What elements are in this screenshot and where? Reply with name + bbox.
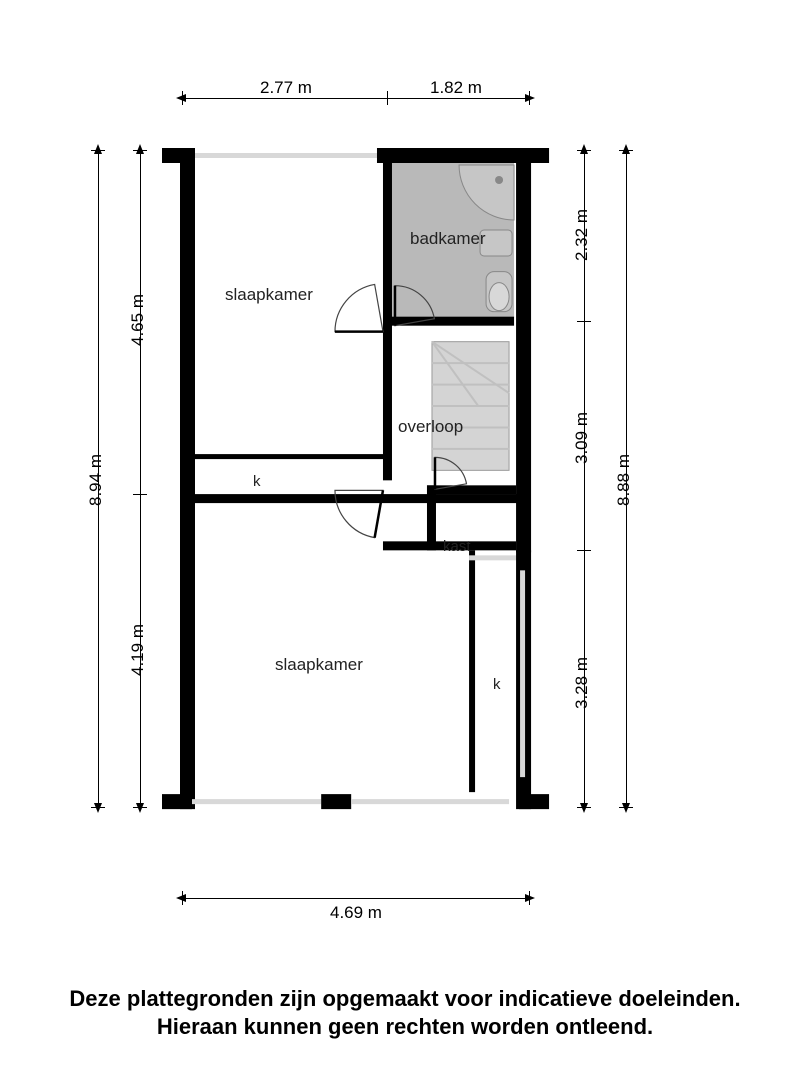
tick [619, 807, 633, 808]
room-slaapkamer-bottom: slaapkamer [275, 655, 363, 675]
tick [182, 91, 183, 105]
arrow-icon [580, 144, 588, 154]
tick [529, 91, 530, 105]
dim-right-total: 8.88 m [614, 454, 634, 506]
dim-line-bottom [182, 898, 529, 899]
arrow-icon [136, 144, 144, 154]
disclaimer: Deze plattegronden zijn opgemaakt voor i… [0, 985, 810, 1040]
arrow-icon [136, 803, 144, 813]
arrow-icon [580, 803, 588, 813]
arrow-icon [525, 94, 535, 102]
tick [619, 150, 633, 151]
arrow-icon [622, 803, 630, 813]
arrow-icon [176, 94, 186, 102]
floorplan-canvas: 2.77 m 1.82 m 4.69 m 8.94 m 4.65 m 4.19 … [0, 0, 810, 1080]
room-k2: k [493, 676, 501, 693]
dim-left-total: 8.94 m [86, 454, 106, 506]
tick [91, 150, 105, 151]
dim-right-1: 2.32 m [572, 209, 592, 261]
dim-right-3: 3.28 m [572, 657, 592, 709]
arrow-icon [94, 144, 102, 154]
tick [577, 550, 591, 551]
room-k1: k [253, 473, 261, 490]
dim-bottom: 4.69 m [330, 903, 382, 923]
arrow-icon [525, 894, 535, 902]
room-kast: kast [443, 538, 471, 555]
dim-top-right: 1.82 m [430, 78, 482, 98]
tick [133, 807, 147, 808]
dim-right-2: 3.09 m [572, 412, 592, 464]
dim-top-left: 2.77 m [260, 78, 312, 98]
tick [133, 494, 147, 495]
disclaimer-line2: Hieraan kunnen geen rechten worden ontle… [157, 1014, 653, 1039]
arrow-icon [94, 803, 102, 813]
tick [133, 150, 147, 151]
tick [577, 807, 591, 808]
tick [529, 891, 530, 905]
dim-line-top [182, 98, 529, 99]
tick [182, 891, 183, 905]
tick [387, 91, 388, 105]
dim-line-left-inner [140, 150, 141, 807]
dim-left-lower: 4.19 m [128, 624, 148, 676]
room-overloop: overloop [398, 417, 463, 437]
room-badkamer: badkamer [410, 229, 486, 249]
disclaimer-line1: Deze plattegronden zijn opgemaakt voor i… [69, 986, 740, 1011]
room-slaapkamer-top: slaapkamer [225, 285, 313, 305]
tick [577, 150, 591, 151]
arrow-icon [622, 144, 630, 154]
tick [91, 807, 105, 808]
tick [577, 321, 591, 322]
arrow-icon [176, 894, 186, 902]
floorplan-svg [0, 0, 810, 880]
dim-left-upper: 4.65 m [128, 294, 148, 346]
